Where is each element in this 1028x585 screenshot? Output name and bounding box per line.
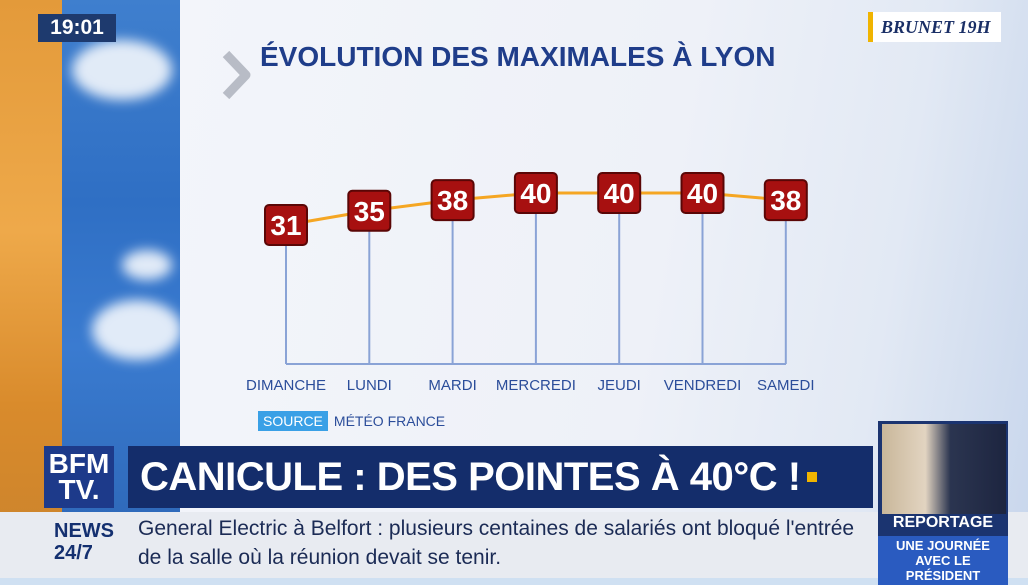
category-label-2: MARDI bbox=[428, 377, 476, 394]
data-point-6: 38 bbox=[763, 179, 808, 222]
data-box-5 bbox=[680, 172, 725, 214]
data-box-2 bbox=[430, 179, 475, 222]
source-text: MÉTÉO FRANCE bbox=[333, 413, 446, 429]
category-label-4: JEUDI bbox=[598, 377, 641, 394]
news-ticker bbox=[0, 512, 1028, 578]
show-logo: BRUNET 19H bbox=[868, 12, 1001, 42]
category-label-5: VENDREDI bbox=[664, 377, 742, 394]
data-label-6: 38 bbox=[770, 185, 801, 216]
data-point-5: 40 bbox=[680, 172, 725, 214]
data-label-5: 40 bbox=[687, 178, 718, 209]
data-point-0: 31 bbox=[264, 204, 308, 246]
headline-bar: CANICULE : DES POINTES À 40°C ! bbox=[128, 446, 873, 508]
data-point-4: 40 bbox=[597, 172, 642, 214]
chevron-right-icon bbox=[222, 50, 251, 100]
clock: 19:01 bbox=[38, 14, 116, 42]
data-point-1: 35 bbox=[347, 189, 392, 232]
report-title: REPORTAGE bbox=[892, 514, 994, 531]
category-label-0: DIMANCHE bbox=[246, 377, 326, 394]
report-photo bbox=[882, 424, 1006, 514]
source-note: SOURCE MÉTÉO FRANCE bbox=[258, 411, 445, 431]
channel-logo: BFM TV. bbox=[44, 446, 114, 508]
data-label-1: 35 bbox=[354, 196, 385, 227]
logo-line-1: BFM bbox=[48, 448, 110, 479]
logo-line-2: TV. bbox=[58, 474, 100, 505]
source-tag: SOURCE bbox=[258, 411, 328, 431]
data-box-6 bbox=[763, 179, 808, 222]
ticker-label-line-2: 24/7 bbox=[54, 542, 93, 564]
chart-title: ÉVOLUTION DES MAXIMALES À LYON bbox=[260, 41, 776, 72]
data-box-1 bbox=[347, 189, 392, 232]
data-box-4 bbox=[597, 172, 642, 214]
data-label-3: 40 bbox=[520, 178, 551, 209]
data-label-2: 38 bbox=[437, 185, 468, 216]
ticker-label-line-1: NEWS bbox=[54, 520, 114, 542]
category-label-3: MERCREDI bbox=[496, 377, 576, 394]
ticker-label: NEWS 24/7 bbox=[54, 520, 114, 564]
data-point-2: 38 bbox=[430, 179, 475, 222]
headline-dot bbox=[806, 472, 817, 482]
headline: CANICULE : DES POINTES À 40°C ! bbox=[140, 454, 801, 499]
data-box-3 bbox=[513, 172, 558, 214]
data-label-4: 40 bbox=[604, 178, 635, 209]
category-label-1: LUNDI bbox=[347, 377, 392, 394]
category-label-6: SAMEDI bbox=[757, 377, 815, 394]
data-label-0: 31 bbox=[270, 210, 301, 241]
data-box-0 bbox=[264, 204, 308, 246]
ticker-text: General Electric à Belfort : plusieurs c… bbox=[138, 517, 855, 569]
data-point-3: 40 bbox=[513, 172, 558, 214]
